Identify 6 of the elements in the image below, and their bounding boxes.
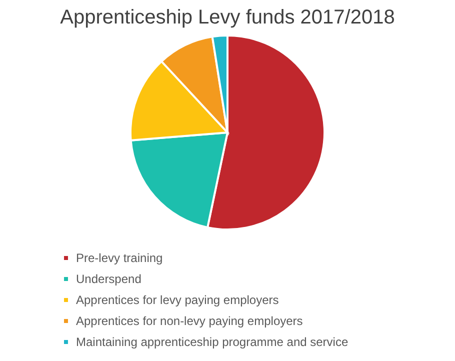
legend-label: Apprentices for levy paying employers xyxy=(76,293,279,307)
legend-label: Underspend xyxy=(76,272,142,286)
legend-label: Pre-levy training xyxy=(76,251,163,265)
chart-title: Apprenticeship Levy funds 2017/2018 xyxy=(60,6,395,28)
legend-label: Maintaining apprenticeship programme and service xyxy=(76,335,348,349)
legend-label: Apprentices for non-levy paying employers xyxy=(76,314,303,328)
